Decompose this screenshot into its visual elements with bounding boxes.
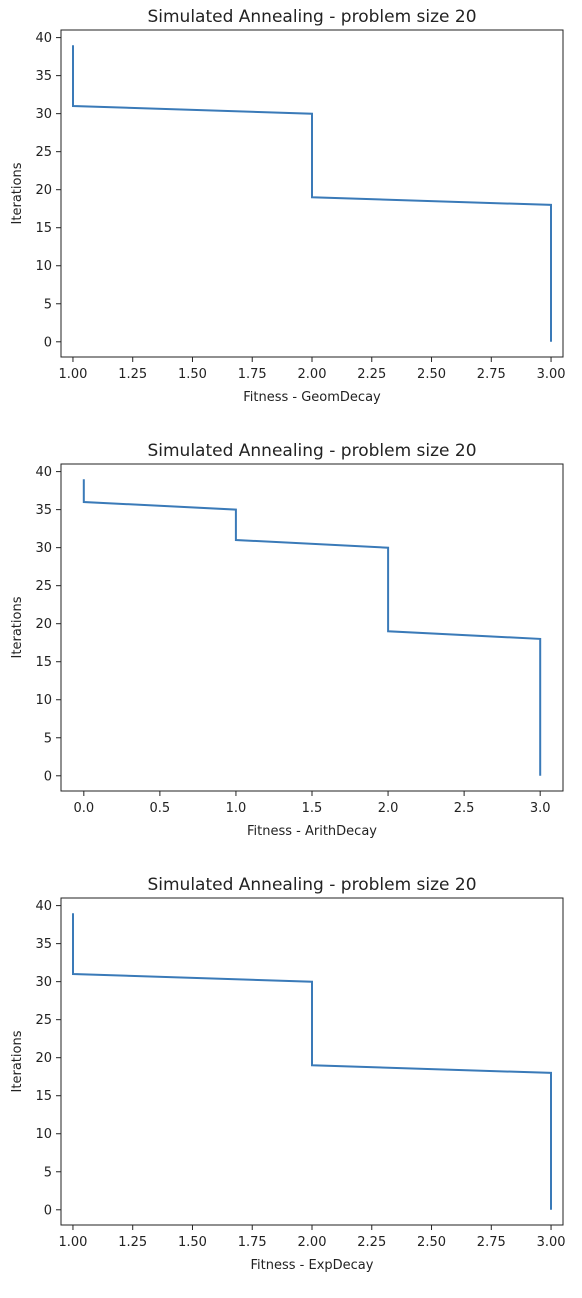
y-tick-label: 5 [44,731,52,746]
y-tick-label: 40 [35,899,52,914]
y-tick-label: 30 [35,975,52,990]
x-tick-label: 1.75 [238,1235,267,1250]
y-tick-label: 20 [35,183,52,198]
x-tick-label: 2.50 [417,1235,446,1250]
x-tick-label: 0.5 [150,801,171,816]
x-tick-label: 3.00 [537,1235,566,1250]
y-tick-label: 10 [35,693,52,708]
x-tick-label: 2.0 [378,801,399,816]
series-line [82,479,542,776]
y-tick-label: 15 [35,655,52,670]
x-tick-label: 1.0 [226,801,247,816]
x-tick-label: 2.00 [298,1235,327,1250]
x-tick-label: 3.00 [537,367,566,382]
x-tick-label: 2.00 [298,367,327,382]
y-axis-label: Iterations [10,596,25,658]
y-tick-label: 10 [35,1127,52,1142]
x-tick-label: 1.75 [238,367,267,382]
y-tick-label: 40 [35,31,52,46]
x-tick-label: 2.50 [417,367,446,382]
chart-title: Simulated Annealing - problem size 20 [147,441,476,461]
x-ticks: 0.0 0.5 1.0 1.5 2.0 2.5 3.0 [73,791,551,816]
chart-panel-expdecay: Simulated Annealing - problem size 20 0 5… [0,868,582,1298]
y-ticks: 0 5 10 15 20 25 30 35 40 [35,465,61,784]
series-line [72,45,552,342]
chart-svg: Simulated Annealing - problem size 20 0 5… [10,441,564,839]
series-line [72,913,552,1210]
y-tick-label: 25 [35,1013,52,1028]
y-ticks: 0 5 10 15 20 25 30 35 40 [35,899,61,1218]
x-tick-label: 1.25 [118,1235,147,1250]
chart-title: Simulated Annealing - problem size 20 [147,7,476,27]
y-tick-label: 20 [35,1051,52,1066]
chart-panel-geomdecay: Simulated Annealing - problem size 20 0 5… [0,0,582,430]
y-tick-label: 15 [35,1089,52,1104]
chart-title: Simulated Annealing - problem size 20 [147,875,476,895]
x-tick-label: 1.00 [58,1235,87,1250]
y-tick-label: 0 [44,1203,52,1218]
y-tick-label: 30 [35,107,52,122]
y-tick-label: 40 [35,465,52,480]
x-tick-label: 2.75 [477,1235,506,1250]
y-tick-label: 15 [35,221,52,236]
y-tick-label: 20 [35,617,52,632]
x-tick-label: 3.0 [530,801,551,816]
y-tick-label: 30 [35,541,52,556]
x-ticks: 1.00 1.25 1.50 1.75 2.00 2.25 2.50 2.75 3.00 [58,357,566,382]
y-tick-label: 25 [35,579,52,594]
x-tick-label: 1.5 [302,801,323,816]
y-tick-label: 35 [35,503,52,518]
x-tick-label: 2.25 [357,367,386,382]
chart-panel-arithdecay: Simulated Annealing - problem size 20 0 5… [0,434,582,864]
x-tick-label: 1.50 [178,367,207,382]
x-tick-label: 2.75 [477,367,506,382]
y-tick-label: 35 [35,69,52,84]
y-tick-label: 0 [44,769,52,784]
y-axis-label: Iterations [10,162,25,224]
x-axis-label: Fitness - ArithDecay [247,824,377,839]
y-tick-label: 0 [44,335,52,350]
x-axis-label: Fitness - GeomDecay [243,390,381,405]
x-tick-label: 2.5 [454,801,475,816]
y-tick-label: 25 [35,145,52,160]
chart-svg: Simulated Annealing - problem size 20 0 5… [10,875,566,1273]
chart-svg: Simulated Annealing - problem size 20 0 5… [10,7,566,405]
x-axis-label: Fitness - ExpDecay [251,1258,374,1273]
x-ticks: 1.00 1.25 1.50 1.75 2.00 2.25 2.50 2.75 3.00 [58,1225,566,1250]
y-axis-label: Iterations [10,1030,25,1092]
x-tick-label: 2.25 [357,1235,386,1250]
y-tick-label: 5 [44,297,52,312]
x-tick-label: 1.50 [178,1235,207,1250]
y-tick-label: 5 [44,1165,52,1180]
x-tick-label: 1.25 [118,367,147,382]
x-tick-label: 1.00 [58,367,87,382]
y-tick-label: 35 [35,937,52,952]
x-tick-label: 0.0 [73,801,94,816]
y-ticks: 0 5 10 15 20 25 30 35 40 [35,31,61,350]
plot-frame [60,463,564,792]
y-tick-label: 10 [35,259,52,274]
